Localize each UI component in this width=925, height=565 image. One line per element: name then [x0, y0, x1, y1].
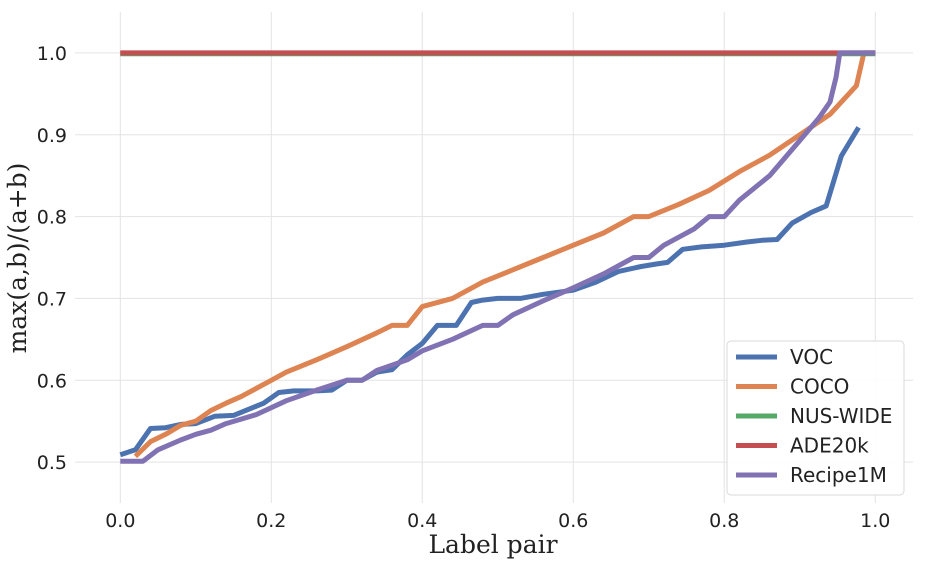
series-line-voc	[119, 126, 861, 458]
legend-label-ade20k: ADE20k	[790, 434, 869, 458]
legend: VOC COCO NUS-WIDE ADE20k Recipe1M	[726, 340, 905, 496]
series-line-coco	[133, 50, 876, 459]
tick-labels: 0.0 0.2 0.4 0.6 0.8 1.0 0.5 0.6 0.7 0.8 0.9 1.0	[37, 43, 891, 532]
series-lines	[119, 50, 876, 464]
series-line-recipe1m	[120, 50, 876, 464]
x-tick-label: 0.6	[558, 510, 588, 532]
y-axis-label: max(a,b)/(a+b)	[3, 163, 32, 354]
y-tick-label: 0.5	[37, 452, 67, 474]
y-tick-label: 0.9	[37, 125, 67, 147]
x-axis-label: Label pair	[428, 530, 557, 559]
legend-box	[726, 340, 905, 496]
legend-label-voc: VOC	[790, 345, 833, 369]
x-tick-label: 0.8	[709, 510, 739, 532]
legend-label-coco: COCO	[790, 375, 849, 399]
y-tick-label: 0.8	[37, 207, 67, 229]
y-tick-label: 0.6	[37, 370, 67, 392]
x-tick-label: 0.2	[256, 510, 286, 532]
legend-label-nus-wide: NUS-WIDE	[790, 404, 892, 428]
x-tick-label: 0.0	[105, 510, 135, 532]
x-tick-label: 0.4	[407, 510, 437, 532]
x-tick-label: 1.0	[860, 510, 890, 532]
legend-label-recipe1m: Recipe1M	[790, 463, 887, 487]
y-tick-label: 1.0	[37, 43, 67, 65]
y-tick-label: 0.7	[37, 288, 67, 310]
